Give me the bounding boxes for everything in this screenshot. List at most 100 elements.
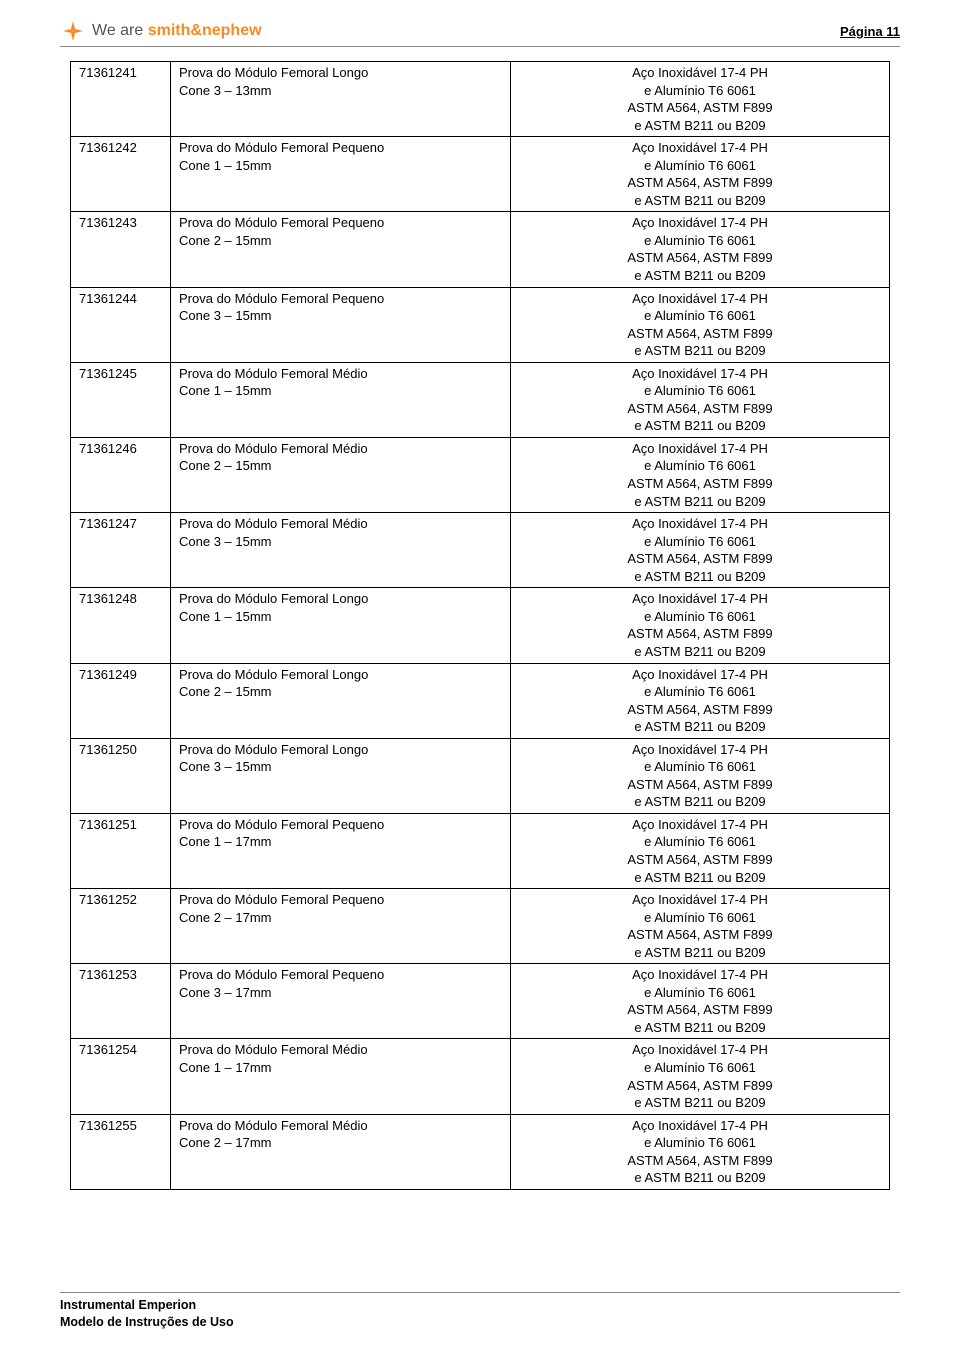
material-line: Aço Inoxidável 17-4 PH bbox=[519, 214, 881, 232]
description-line1: Prova do Módulo Femoral Médio bbox=[179, 365, 502, 383]
material-line: Aço Inoxidável 17-4 PH bbox=[519, 64, 881, 82]
material-line: e Alumínio T6 6061 bbox=[519, 1059, 881, 1077]
code-cell: 71361252 bbox=[71, 889, 171, 964]
material-line: e ASTM B211 ou B209 bbox=[519, 117, 881, 135]
table-row: 71361251 Prova do Módulo Femoral PequenoC… bbox=[71, 813, 890, 888]
material-line: ASTM A564, ASTM F899 bbox=[519, 325, 881, 343]
table-row: 71361246Prova do Módulo Femoral MédioCon… bbox=[71, 437, 890, 512]
code-cell: 71361251 bbox=[71, 813, 171, 888]
material-cell: Aço Inoxidável 17-4 PHe Alumínio T6 6061… bbox=[511, 1114, 890, 1189]
description-line1: Prova do Módulo Femoral Médio bbox=[179, 1041, 502, 1059]
material-line: ASTM A564, ASTM F899 bbox=[519, 1001, 881, 1019]
description-line2: Cone 1 – 17mm bbox=[179, 833, 502, 851]
code-cell: 71361248 bbox=[71, 588, 171, 663]
material-line: e Alumínio T6 6061 bbox=[519, 984, 881, 1002]
material-line: e Alumínio T6 6061 bbox=[519, 382, 881, 400]
material-line: e ASTM B211 ou B209 bbox=[519, 869, 881, 887]
material-line: e ASTM B211 ou B209 bbox=[519, 493, 881, 511]
material-line: Aço Inoxidável 17-4 PH bbox=[519, 365, 881, 383]
description-line2: Cone 1 – 15mm bbox=[179, 157, 502, 175]
material-cell: Aço Inoxidável 17-4 PHe Alumínio T6 6061… bbox=[511, 1039, 890, 1114]
material-line: e Alumínio T6 6061 bbox=[519, 533, 881, 551]
description-line1: Prova do Módulo Femoral Pequeno bbox=[179, 214, 502, 232]
code-cell: 71361245 bbox=[71, 362, 171, 437]
description-line2: Cone 3 – 13mm bbox=[179, 82, 502, 100]
footer-line1: Instrumental Emperion bbox=[60, 1297, 900, 1314]
description-cell: Prova do Módulo Femoral MédioCone 1 – 17… bbox=[171, 1039, 511, 1114]
table-row: 71361249Prova do Módulo Femoral LongoCon… bbox=[71, 663, 890, 738]
material-line: ASTM A564, ASTM F899 bbox=[519, 701, 881, 719]
material-cell: Aço Inoxidável 17-4 PHe Alumínio T6 6061… bbox=[511, 137, 890, 212]
description-line2: Cone 1 – 15mm bbox=[179, 608, 502, 626]
description-cell: Prova do Módulo Femoral LongoCone 1 – 15… bbox=[171, 588, 511, 663]
code-cell: 71361246 bbox=[71, 437, 171, 512]
material-line: e Alumínio T6 6061 bbox=[519, 232, 881, 250]
brand-part1: smith bbox=[148, 22, 191, 39]
page-header: We are smith&nephew Página 11 bbox=[60, 18, 900, 47]
material-line: Aço Inoxidável 17-4 PH bbox=[519, 139, 881, 157]
code-cell: 71361244 bbox=[71, 287, 171, 362]
description-line1: Prova do Módulo Femoral Médio bbox=[179, 1117, 502, 1135]
table-row: 71361241Prova do Módulo Femoral LongoCon… bbox=[71, 62, 890, 137]
material-line: Aço Inoxidável 17-4 PH bbox=[519, 816, 881, 834]
material-line: e ASTM B211 ou B209 bbox=[519, 1094, 881, 1112]
material-line: e ASTM B211 ou B209 bbox=[519, 267, 881, 285]
material-line: ASTM A564, ASTM F899 bbox=[519, 400, 881, 418]
description-cell: Prova do Módulo Femoral LongoCone 3 – 15… bbox=[171, 738, 511, 813]
code-cell: 71361247 bbox=[71, 513, 171, 588]
description-line1: Prova do Módulo Femoral Pequeno bbox=[179, 290, 502, 308]
description-line2: Cone 2 – 15mm bbox=[179, 232, 502, 250]
material-line: e Alumínio T6 6061 bbox=[519, 1134, 881, 1152]
material-cell: Aço Inoxidável 17-4 PHe Alumínio T6 6061… bbox=[511, 738, 890, 813]
material-line: e ASTM B211 ou B209 bbox=[519, 643, 881, 661]
material-line: Aço Inoxidável 17-4 PH bbox=[519, 515, 881, 533]
description-line1: Prova do Módulo Femoral Médio bbox=[179, 440, 502, 458]
description-line1: Prova do Módulo Femoral Pequeno bbox=[179, 966, 502, 984]
logo-block: We are smith&nephew bbox=[60, 18, 262, 44]
description-line2: Cone 3 – 15mm bbox=[179, 307, 502, 325]
description-line1: Prova do Módulo Femoral Longo bbox=[179, 590, 502, 608]
code-cell: 71361242 bbox=[71, 137, 171, 212]
description-line2: Cone 1 – 15mm bbox=[179, 382, 502, 400]
material-cell: Aço Inoxidável 17-4 PHe Alumínio T6 6061… bbox=[511, 437, 890, 512]
material-line: e Alumínio T6 6061 bbox=[519, 833, 881, 851]
material-line: e Alumínio T6 6061 bbox=[519, 683, 881, 701]
brand-part2: nephew bbox=[202, 22, 262, 39]
material-line: Aço Inoxidável 17-4 PH bbox=[519, 666, 881, 684]
description-cell: Prova do Módulo Femoral MédioCone 1 – 15… bbox=[171, 362, 511, 437]
material-line: Aço Inoxidável 17-4 PH bbox=[519, 1117, 881, 1135]
material-line: Aço Inoxidável 17-4 PH bbox=[519, 440, 881, 458]
material-line: Aço Inoxidável 17-4 PH bbox=[519, 290, 881, 308]
code-cell: 71361250 bbox=[71, 738, 171, 813]
code-cell: 71361249 bbox=[71, 663, 171, 738]
description-line1: Prova do Módulo Femoral Pequeno bbox=[179, 816, 502, 834]
material-line: e ASTM B211 ou B209 bbox=[519, 1169, 881, 1187]
material-cell: Aço Inoxidável 17-4 PHe Alumínio T6 6061… bbox=[511, 62, 890, 137]
table-row: 71361250Prova do Módulo Femoral LongoCon… bbox=[71, 738, 890, 813]
page: We are smith&nephew Página 11 71361241Pr… bbox=[0, 0, 960, 1361]
material-line: e ASTM B211 ou B209 bbox=[519, 718, 881, 736]
description-line1: Prova do Módulo Femoral Longo bbox=[179, 666, 502, 684]
table-row: 71361253 Prova do Módulo Femoral PequenoC… bbox=[71, 964, 890, 1039]
description-cell: Prova do Módulo Femoral MédioCone 2 – 15… bbox=[171, 437, 511, 512]
description-line1: Prova do Módulo Femoral Longo bbox=[179, 64, 502, 82]
material-line: e ASTM B211 ou B209 bbox=[519, 192, 881, 210]
description-line2: Cone 2 – 17mm bbox=[179, 909, 502, 927]
description-cell: Prova do Módulo Femoral LongoCone 3 – 13… bbox=[171, 62, 511, 137]
page-footer: Instrumental Emperion Modelo de Instruçõ… bbox=[60, 1292, 900, 1331]
description-line1: Prova do Módulo Femoral Médio bbox=[179, 515, 502, 533]
description-line2: Cone 3 – 17mm bbox=[179, 984, 502, 1002]
table-row: 71361248Prova do Módulo Femoral LongoCon… bbox=[71, 588, 890, 663]
material-line: ASTM A564, ASTM F899 bbox=[519, 776, 881, 794]
material-line: e Alumínio T6 6061 bbox=[519, 157, 881, 175]
table-row: 71361245Prova do Módulo Femoral MédioCon… bbox=[71, 362, 890, 437]
material-line: Aço Inoxidável 17-4 PH bbox=[519, 966, 881, 984]
material-line: e Alumínio T6 6061 bbox=[519, 457, 881, 475]
code-cell: 71361243 bbox=[71, 212, 171, 287]
page-number: Página 11 bbox=[840, 24, 900, 39]
material-line: e ASTM B211 ou B209 bbox=[519, 793, 881, 811]
description-line1: Prova do Módulo Femoral Longo bbox=[179, 741, 502, 759]
code-cell: 71361253 bbox=[71, 964, 171, 1039]
material-line: e ASTM B211 ou B209 bbox=[519, 568, 881, 586]
material-line: ASTM A564, ASTM F899 bbox=[519, 1077, 881, 1095]
